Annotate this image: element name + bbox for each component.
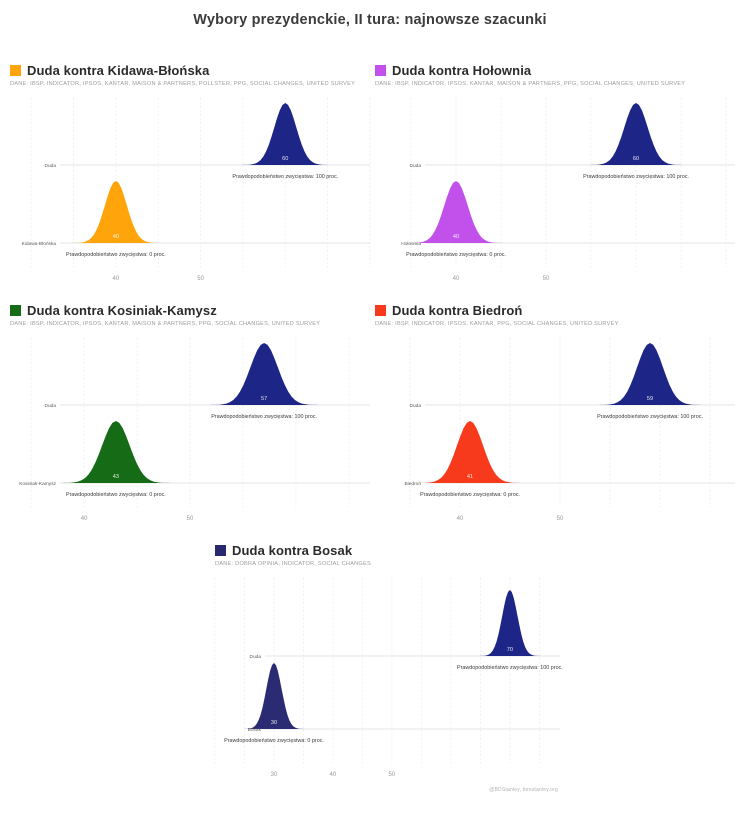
watermark: @BDStanley, benstanley.org [489, 787, 558, 793]
svg-text:57: 57 [261, 396, 267, 402]
legend-swatch [10, 64, 21, 76]
panel-title: Duda kontra Biedroń [392, 302, 523, 318]
svg-text:70: 70 [507, 647, 513, 653]
panel-header: Duda kontra Kosiniak-Kamysz [10, 302, 370, 318]
svg-text:Bosak: Bosak [248, 727, 262, 733]
svg-text:Duda: Duda [410, 403, 422, 409]
svg-text:Duda: Duda [45, 403, 57, 409]
panel-title: Duda kontra Kosiniak-Kamysz [27, 302, 217, 318]
svg-text:40: 40 [113, 234, 119, 240]
panel-source: DANE: IBSP, INDICATOR, IPSOS, KANTAR, MA… [10, 81, 356, 87]
panel-source: DANE: IBSP, INDICATOR, IPSOS, KANTAR, MA… [10, 321, 321, 327]
svg-text:Hołownia: Hołownia [401, 241, 421, 247]
panel-duda-kidawa-blonska: Duda kontra Kidawa-Błońska DANE: IBSP, I… [10, 62, 371, 288]
svg-text:41: 41 [467, 474, 473, 480]
svg-text:Prawdopodobieństwo zwycięstwa:: Prawdopodobieństwo zwycięstwa: 0 proc. [420, 492, 520, 498]
svg-text:Prawdopodobieństwo zwycięstwa:: Prawdopodobieństwo zwycięstwa: 0 proc. [66, 252, 166, 258]
svg-text:60: 60 [282, 156, 288, 162]
svg-text:40: 40 [453, 276, 460, 282]
svg-text:60: 60 [633, 156, 639, 162]
svg-text:50: 50 [557, 516, 564, 522]
panel-duda-biedron: Duda kontra Biedroń DANE: IBSP, INDICATO… [375, 302, 735, 528]
density-plot: 40 50 Duda 57 Prawdopodobieństwo zwycięstwa:… [19, 338, 370, 522]
svg-text:Prawdopodobieństwo zwycięstwa:: Prawdopodobieństwo zwycięstwa: 0 proc. [224, 738, 324, 744]
svg-text:Prawdopodobieństwo zwycięstwa:: Prawdopodobieństwo zwycięstwa: 100 proc. [211, 414, 317, 420]
svg-text:Kosiniak-Kamysz: Kosiniak-Kamysz [19, 481, 56, 487]
svg-text:Prawdopodobieństwo zwycięstwa:: Prawdopodobieństwo zwycięstwa: 100 proc. [232, 174, 338, 180]
svg-text:Prawdopodobieństwo zwycięstwa:: Prawdopodobieństwo zwycięstwa: 100 proc. [583, 174, 689, 180]
legend-swatch [10, 304, 21, 316]
panel-duda-kosiniak-kamysz: Duda kontra Kosiniak-Kamysz DANE: IBSP, … [10, 302, 370, 528]
svg-text:30: 30 [271, 720, 277, 726]
density-plot: 40 50 Duda 59 Prawdopodobieństwo zwycięstwa:… [404, 338, 735, 522]
svg-text:Duda: Duda [250, 654, 262, 660]
svg-text:40: 40 [81, 516, 88, 522]
svg-text:50: 50 [543, 276, 550, 282]
svg-text:50: 50 [197, 276, 204, 282]
svg-text:40: 40 [330, 772, 337, 778]
legend-swatch [215, 544, 226, 556]
panel-duda-holownia: Duda kontra Hołownia DANE: IBSP, INDICAT… [375, 62, 735, 288]
density-plot: 40 50 Duda 60 Prawdopodobieństwo zwycięstwa:… [22, 98, 371, 282]
panel-header: Duda kontra Kidawa-Błońska [10, 62, 370, 78]
panel-source: DANE: DOBRA OPINIA, INDICATOR, SOCIAL CH… [215, 561, 371, 567]
panel-duda-bosak: Duda kontra Bosak DANE: DOBRA OPINIA, IN… [214, 542, 563, 784]
svg-text:30: 30 [271, 772, 278, 778]
panel-header: Duda kontra Bosak [215, 542, 560, 558]
legend-swatch [375, 304, 386, 316]
svg-text:59: 59 [647, 396, 653, 402]
svg-text:Kidawa-Błońska: Kidawa-Błońska [22, 241, 57, 247]
svg-text:43: 43 [113, 474, 119, 480]
svg-text:Prawdopodobieństwo zwycięstwa:: Prawdopodobieństwo zwycięstwa: 100 proc. [457, 665, 563, 671]
panel-title: Duda kontra Hołownia [392, 62, 532, 78]
svg-text:Prawdopodobieństwo zwycięstwa:: Prawdopodobieństwo zwycięstwa: 0 proc. [66, 492, 166, 498]
panel-source: DANE: IBSP, INDICATOR, IPSOS, KANTAR, MA… [375, 81, 686, 87]
svg-text:Duda: Duda [410, 163, 422, 169]
panel-title: Duda kontra Kidawa-Błońska [27, 62, 210, 78]
page-title: Wybory prezydenckie, II tura: najnowsze … [193, 12, 547, 28]
panel-header: Duda kontra Hołownia [375, 62, 735, 78]
svg-text:40: 40 [457, 516, 464, 522]
svg-text:40: 40 [113, 276, 120, 282]
svg-text:40: 40 [453, 234, 459, 240]
density-plot: 40 50 Duda 60 Prawdopodobieństwo zwycięstwa:… [401, 98, 735, 282]
legend-swatch [375, 64, 386, 76]
panel-header: Duda kontra Biedroń [375, 302, 735, 318]
density-plot: 30 40 50 Duda 70 Prawdopodobieństwo zwycięstw… [214, 578, 563, 778]
panel-source: DANE: IBSP, INDICATOR, IPSOS, KANTAR, PP… [375, 321, 619, 327]
panel-title: Duda kontra Bosak [232, 542, 353, 558]
svg-text:Duda: Duda [45, 163, 57, 169]
svg-text:Biedroń: Biedroń [404, 481, 421, 487]
svg-text:Prawdopodobieństwo zwycięstwa:: Prawdopodobieństwo zwycięstwa: 100 proc. [597, 414, 703, 420]
svg-text:50: 50 [389, 772, 396, 778]
svg-text:Prawdopodobieństwo zwycięstwa:: Prawdopodobieństwo zwycięstwa: 0 proc. [406, 252, 506, 258]
svg-text:50: 50 [187, 516, 194, 522]
